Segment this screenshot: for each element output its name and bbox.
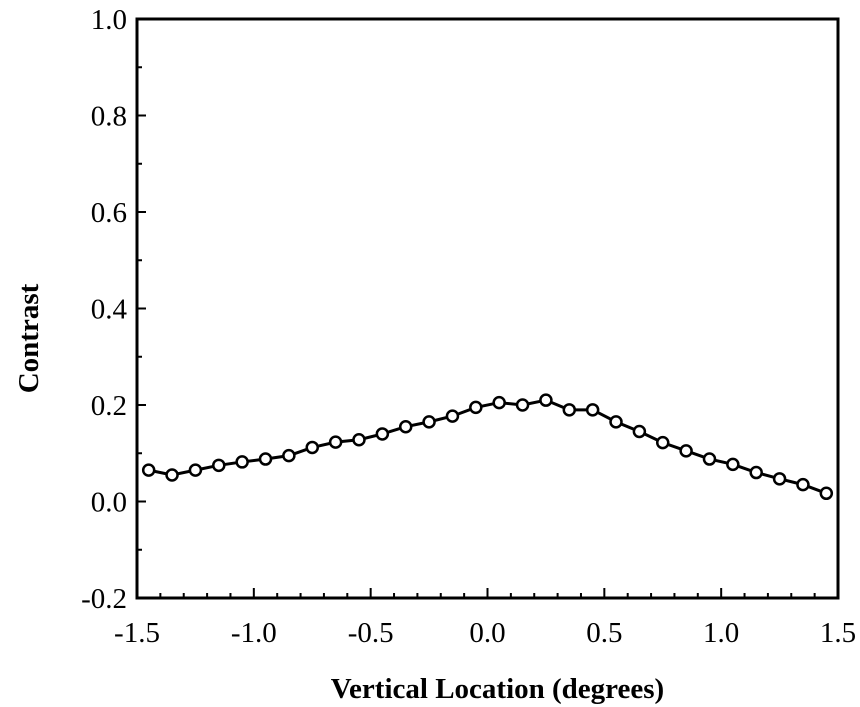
x-axis-title: Vertical Location (degrees) xyxy=(331,673,664,705)
data-point xyxy=(772,472,787,486)
data-point xyxy=(562,403,577,417)
data-point xyxy=(141,463,156,477)
data-point xyxy=(632,424,647,439)
data-point xyxy=(352,432,366,447)
x-tick-label: 0.5 xyxy=(586,617,622,649)
data-point xyxy=(235,455,249,469)
data-point xyxy=(445,409,460,423)
data-point xyxy=(282,448,296,463)
data-point xyxy=(422,415,436,429)
data-point xyxy=(749,465,763,480)
y-tick-label: -0.2 xyxy=(81,583,127,615)
data-point xyxy=(305,440,319,455)
plot-frame xyxy=(135,17,840,600)
x-axis-tick-labels: -1.5 -1.0 -0.5 0.0 0.5 1.0 1.5 xyxy=(114,617,856,649)
y-tick-label: 0.0 xyxy=(91,487,127,519)
data-point xyxy=(212,458,226,473)
data-point xyxy=(609,415,623,429)
data-series xyxy=(141,393,834,501)
y-tick-label: 0.8 xyxy=(91,101,127,133)
data-point xyxy=(539,393,553,407)
series-line xyxy=(148,398,827,495)
x-tick-label: -1.5 xyxy=(114,617,160,649)
data-point xyxy=(258,452,273,466)
data-point xyxy=(796,477,810,492)
data-point xyxy=(375,427,390,441)
data-point xyxy=(165,468,179,482)
data-point xyxy=(492,395,506,410)
data-point xyxy=(469,400,483,415)
x-tick-label: 1.0 xyxy=(703,617,739,649)
data-point xyxy=(328,435,343,449)
data-point xyxy=(188,463,203,477)
x-tick-label: -1.0 xyxy=(231,617,277,649)
y-tick-label: 1.0 xyxy=(91,4,127,36)
x-tick-label: -0.5 xyxy=(348,617,394,649)
x-tick-label: 1.5 xyxy=(820,617,856,649)
data-point xyxy=(585,403,600,417)
y-axis-title: Contrast xyxy=(13,283,45,393)
data-point xyxy=(656,435,670,450)
data-point xyxy=(702,452,717,466)
data-point xyxy=(819,486,834,501)
data-point xyxy=(398,419,413,434)
data-point xyxy=(515,398,530,412)
y-tick-label: 0.2 xyxy=(91,390,127,422)
x-tick-label: 0.0 xyxy=(469,617,505,649)
y-axis-tick-labels: -0.2 0.0 0.2 0.4 0.6 0.8 1.0 xyxy=(81,4,127,615)
data-point xyxy=(726,457,740,472)
data-point xyxy=(679,444,693,458)
y-tick-label: 0.4 xyxy=(91,294,128,326)
y-tick-label: 0.6 xyxy=(91,197,127,229)
